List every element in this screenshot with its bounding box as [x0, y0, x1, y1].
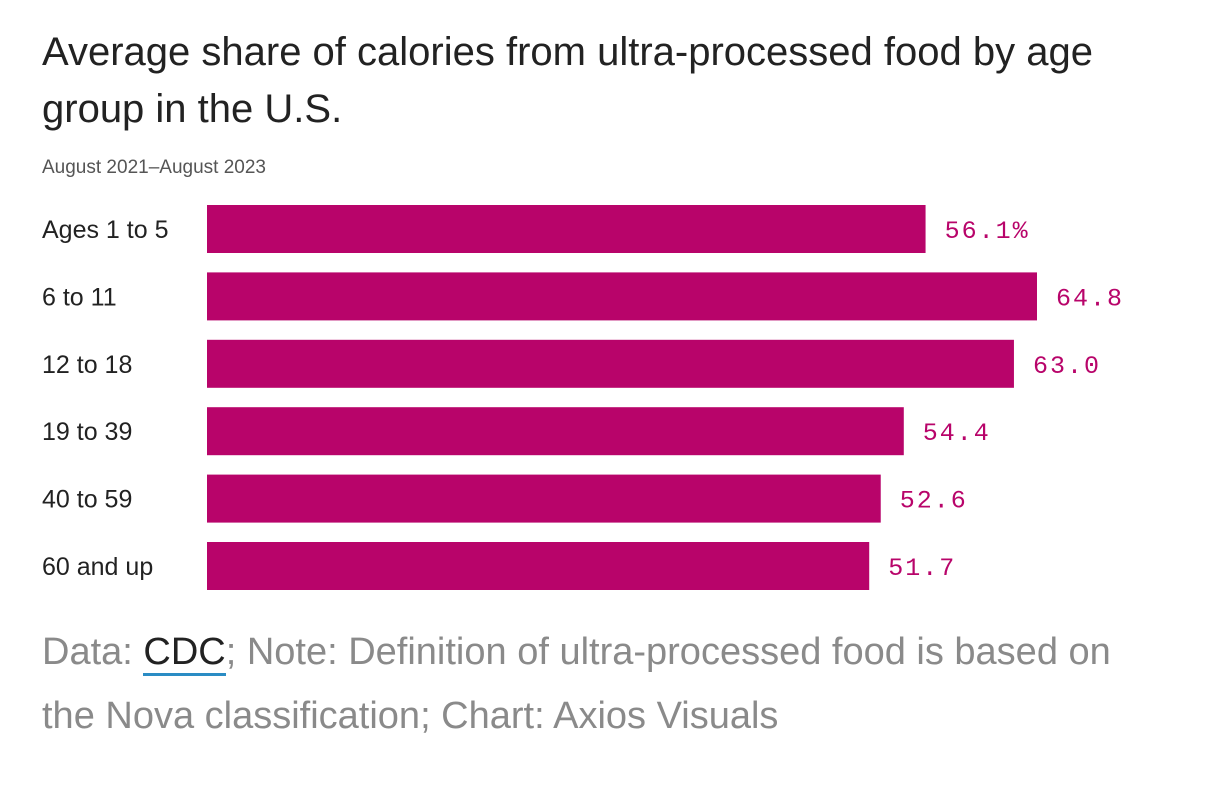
bar-group: 19 to 39 54.4: [42, 407, 991, 456]
category-label: 12 to 18: [42, 351, 132, 379]
value-label: 56.1%: [945, 217, 1030, 246]
value-label: 52.6: [900, 487, 968, 516]
bar: [207, 407, 904, 456]
category-label: 19 to 39: [42, 418, 132, 446]
category-label: 40 to 59: [42, 486, 132, 514]
bar: [207, 474, 881, 523]
value-label: 63.0: [1033, 352, 1101, 381]
bar: [207, 272, 1037, 321]
bar: [207, 542, 870, 590]
footer-note: ; Note: Definition of ultra-processed fo…: [42, 631, 1111, 737]
category-label: 6 to 11: [42, 283, 117, 311]
chart-title: Average share of calories from ultra-pro…: [42, 30, 1093, 131]
value-label: 54.4: [923, 419, 991, 448]
value-label: 51.7: [888, 554, 956, 583]
bar: [207, 205, 926, 253]
bar: [207, 339, 1014, 388]
value-label: 64.8: [1056, 284, 1124, 313]
category-label: Ages 1 to 5: [42, 216, 168, 244]
source-link-cdc[interactable]: CDC: [143, 631, 226, 676]
bar-group: 40 to 59 52.6: [42, 474, 968, 523]
chart-subtitle: August 2021–August 2023: [42, 157, 266, 178]
footer-data-prefix: Data:: [42, 631, 144, 673]
bar-group: 12 to 18 63.0: [42, 339, 1101, 388]
chart-footer: Data: CDC; Note: Definition of ultra-pro…: [42, 620, 1162, 748]
bar-chart: Ages 1 to 5 56.1%6 to 11 64.812 to 18 63.01…: [42, 205, 1124, 590]
bar-group: 6 to 11 64.8: [42, 272, 1124, 321]
bar-group: 60 and up 51.7: [42, 542, 956, 590]
bar-group: Ages 1 to 5 56.1%: [42, 205, 1030, 253]
category-label: 60 and up: [42, 553, 153, 581]
